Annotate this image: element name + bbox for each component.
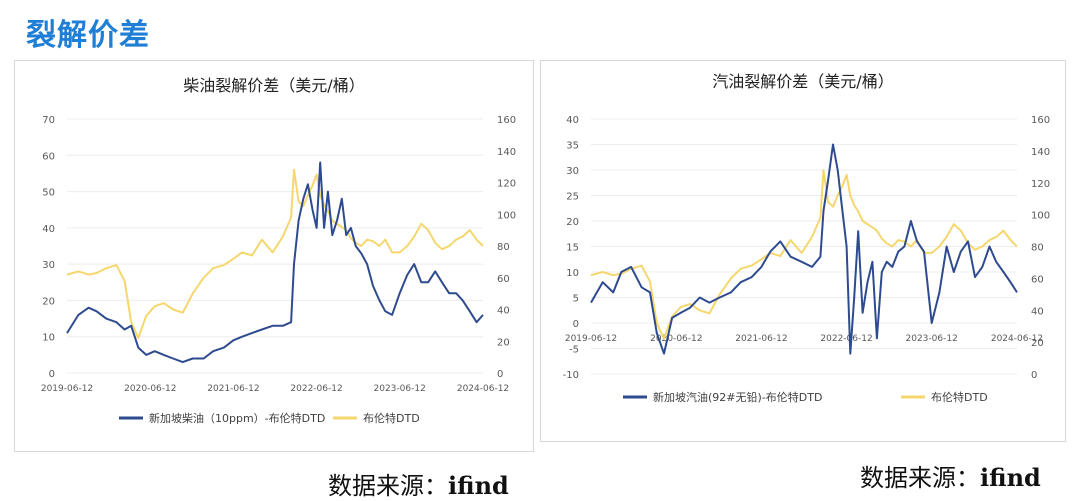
x-tick-label: 2024-06-12 bbox=[457, 384, 509, 394]
y-left-tick-label: 15 bbox=[566, 243, 579, 254]
y-right-tick-label: 20 bbox=[1031, 338, 1044, 349]
source-label: 数据来源： bbox=[860, 464, 980, 492]
y-left-tick-label: -10 bbox=[563, 370, 579, 381]
x-tick-label: 2023-06-12 bbox=[374, 384, 426, 394]
y-right-tick-label: 60 bbox=[1031, 274, 1044, 285]
y-right-tick-label: 40 bbox=[497, 306, 510, 317]
gasoline-chart-panel: 汽油裂解价差（美元/桶） -10 -5 0 5 10 15 20 25 30 35 40 0 20 40 60… bbox=[540, 60, 1066, 442]
x-tick-label: 2019-06-12 bbox=[41, 384, 93, 394]
y-right-tick-label: 120 bbox=[1031, 179, 1050, 190]
y-right-tick-label: 80 bbox=[497, 242, 510, 253]
y-right-tick-label: 0 bbox=[1031, 370, 1037, 381]
y-left-tick-label: 0 bbox=[49, 369, 55, 380]
y-right-tick-label: 120 bbox=[497, 179, 516, 190]
source-name: ifind bbox=[980, 463, 1041, 492]
y-left-tick-label: 0 bbox=[573, 319, 579, 330]
series-line-crack-spread bbox=[590, 143, 1018, 355]
y-right-tick-label: 20 bbox=[497, 337, 510, 348]
x-tick-label: 2019-06-12 bbox=[565, 334, 617, 344]
y-right-tick-label: 100 bbox=[1031, 211, 1050, 222]
x-tick-label: 2020-06-12 bbox=[650, 334, 702, 344]
y-left-tick-label: 20 bbox=[566, 217, 579, 228]
y-right-tick-label: 160 bbox=[497, 115, 516, 126]
y-left-tick-label: 50 bbox=[42, 188, 55, 199]
y-left-tick-label: 25 bbox=[566, 192, 579, 203]
y-right-tick-label: 80 bbox=[1031, 243, 1044, 254]
y-left-tick-label: 40 bbox=[566, 115, 579, 126]
x-tick-label: 2021-06-12 bbox=[207, 384, 259, 394]
x-tick-label: 2022-06-12 bbox=[290, 384, 342, 394]
y-left-tick-label: 60 bbox=[42, 151, 55, 162]
gasoline-crack-spread-chart: 汽油裂解价差（美元/桶） -10 -5 0 5 10 15 20 25 30 35 40 0 20 40 60… bbox=[563, 72, 1050, 404]
series-line-brent bbox=[66, 168, 484, 340]
y-right-tick-label: 0 bbox=[497, 369, 503, 380]
series-line-crack-spread bbox=[66, 161, 484, 364]
x-tick-label: 2023-06-12 bbox=[906, 334, 958, 344]
source-note-right: 数据来源：ifind bbox=[860, 458, 1041, 493]
y-left-tick-label: 10 bbox=[42, 333, 55, 344]
chart-title: 汽油裂解价差（美元/桶） bbox=[712, 72, 893, 91]
y-left-tick-label: 10 bbox=[566, 268, 579, 279]
source-label: 数据来源： bbox=[328, 472, 448, 500]
x-tick-label: 2024-06-12 bbox=[991, 334, 1043, 344]
y-left-tick-label: 20 bbox=[42, 296, 55, 307]
diesel-chart-panel: 柴油裂解价差（美元/桶） 0 10 20 30 40 50 60 70 0 20 40 60 80 100 1… bbox=[14, 60, 534, 452]
y-left-tick-label: 5 bbox=[573, 294, 579, 305]
legend-label: 新加坡柴油（10ppm）-布伦特DTD bbox=[149, 411, 325, 425]
y-left-tick-label: 40 bbox=[42, 224, 55, 235]
y-left-tick-label: 30 bbox=[566, 166, 579, 177]
source-note-left: 数据来源：ifind bbox=[328, 466, 509, 501]
y-right-tick-label: 60 bbox=[497, 274, 510, 285]
legend-label: 新加坡汽油(92#无铅)-布伦特DTD bbox=[653, 390, 822, 404]
diesel-crack-spread-chart: 柴油裂解价差（美元/桶） 0 10 20 30 40 50 60 70 0 20 40 60 80 100 1… bbox=[41, 76, 516, 425]
y-left-tick-label: -5 bbox=[569, 345, 579, 356]
y-right-tick-label: 40 bbox=[1031, 306, 1044, 317]
y-left-tick-label: 30 bbox=[42, 260, 55, 271]
chart-title: 柴油裂解价差（美元/桶） bbox=[183, 76, 364, 95]
series-line-brent bbox=[590, 169, 1018, 340]
x-tick-label: 2022-06-12 bbox=[820, 334, 872, 344]
y-right-tick-label: 140 bbox=[497, 147, 516, 158]
y-left-tick-label: 35 bbox=[566, 141, 579, 152]
y-left-tick-label: 70 bbox=[42, 115, 55, 126]
legend-label: 布伦特DTD bbox=[931, 390, 988, 404]
y-right-tick-label: 140 bbox=[1031, 147, 1050, 158]
page-title: 裂解价差 bbox=[26, 18, 150, 53]
x-tick-label: 2020-06-12 bbox=[124, 384, 176, 394]
y-right-tick-label: 160 bbox=[1031, 115, 1050, 126]
y-right-tick-label: 100 bbox=[497, 210, 516, 221]
x-tick-label: 2021-06-12 bbox=[735, 334, 787, 344]
source-name: ifind bbox=[448, 471, 509, 500]
legend-label: 布伦特DTD bbox=[363, 411, 420, 425]
